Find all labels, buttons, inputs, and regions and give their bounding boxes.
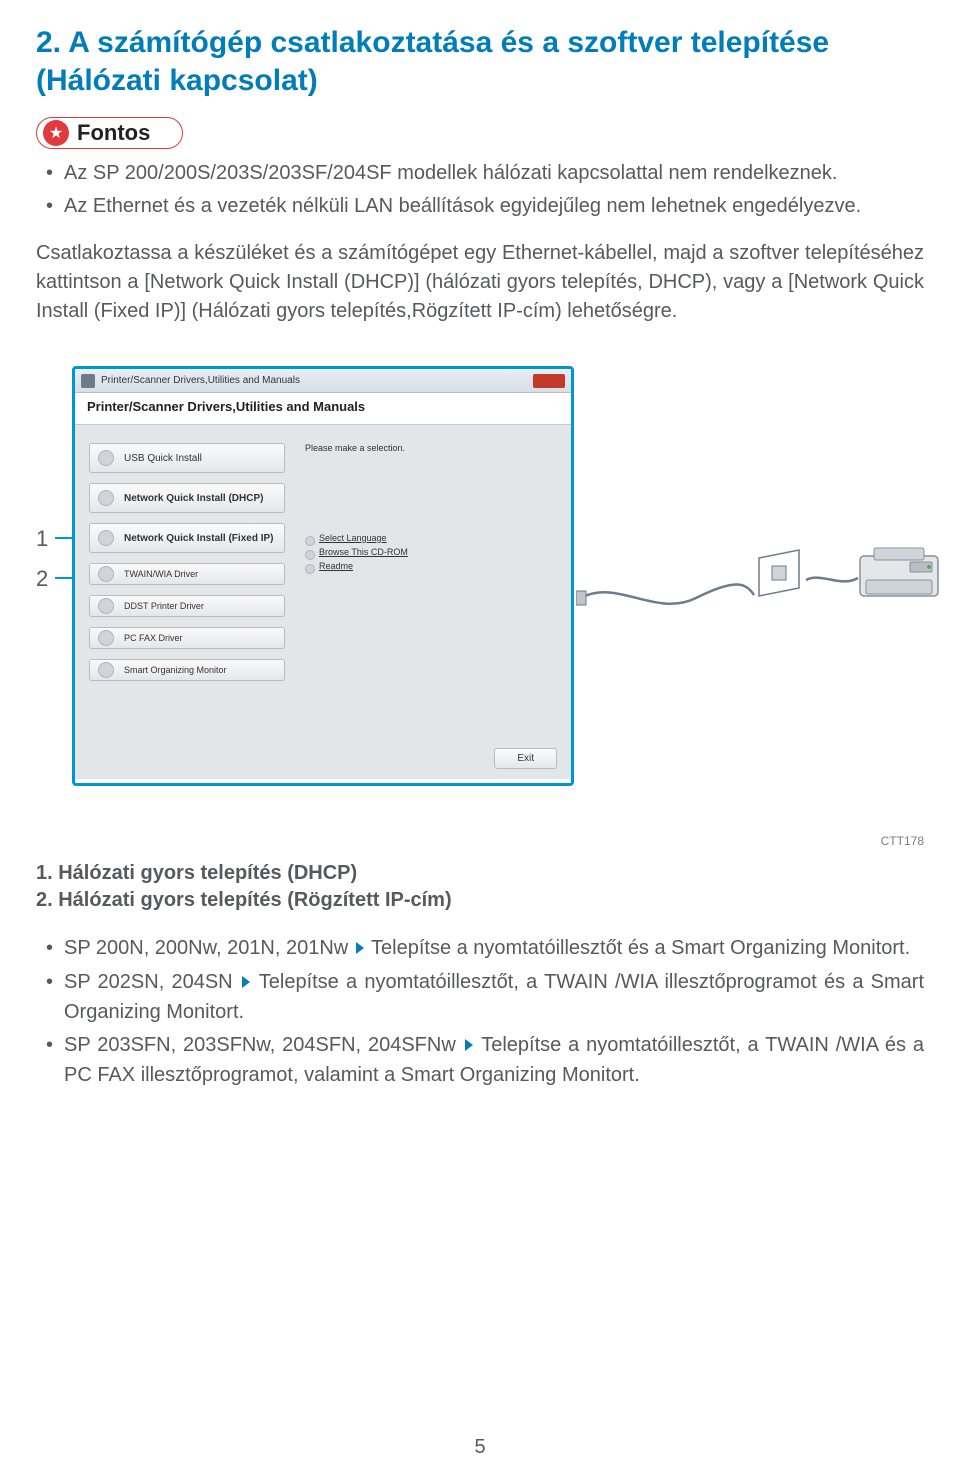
readme-link[interactable]: Readme xyxy=(305,561,557,571)
caption-list: 1. Hálózati gyors telepítés (DHCP) 2. Há… xyxy=(36,862,924,912)
button-label: DDST Printer Driver xyxy=(124,601,204,611)
window-subtitle: Printer/Scanner Drivers,Utilities and Ma… xyxy=(75,393,571,425)
page-number: 5 xyxy=(0,1436,960,1459)
disc-icon xyxy=(98,662,114,678)
ddst-driver-button[interactable]: DDST Printer Driver xyxy=(89,595,285,617)
installer-window: Printer/Scanner Drivers,Utilities and Ma… xyxy=(72,366,574,786)
caption-2: 2. Hálózati gyors telepítés (Rögzített I… xyxy=(36,889,924,912)
disc-icon xyxy=(98,450,114,466)
window-title-text: Printer/Scanner Drivers,Utilities and Ma… xyxy=(101,375,300,386)
instruction-text: Please make a selection. xyxy=(305,443,557,453)
disc-icon xyxy=(98,630,114,646)
disc-icon xyxy=(98,566,114,582)
ethernet-cable-2-icon xyxy=(804,570,860,590)
bullet-models: SP 202SN, 204SN xyxy=(64,971,233,993)
select-language-link[interactable]: Select Language xyxy=(305,533,557,543)
callout-number-2: 2 xyxy=(36,566,48,592)
installer-right-column: Please make a selection. Select Language… xyxy=(295,425,571,779)
arrow-right-icon xyxy=(354,935,366,964)
caption-1: 1. Hálózati gyors telepítés (DHCP) xyxy=(36,862,924,885)
arrow-right-icon xyxy=(463,1032,475,1061)
window-titlebar: Printer/Scanner Drivers,Utilities and Ma… xyxy=(75,369,571,393)
bullet-instruction: Telepítse a nyomtatóillesztőt és a Smart… xyxy=(371,937,910,959)
ethernet-cable-icon xyxy=(576,573,756,623)
bullet-item: SP 203SFN, 203SFNw, 204SFN, 204SFNw Tele… xyxy=(64,1031,924,1090)
bullet-models: SP 200N, 200Nw, 201N, 201Nw xyxy=(64,937,348,959)
arrow-right-icon xyxy=(240,969,252,998)
star-icon: ★ xyxy=(43,120,69,146)
browse-cdrom-link[interactable]: Browse This CD-ROM xyxy=(305,547,557,557)
button-label: PC FAX Driver xyxy=(124,633,183,643)
window-icon xyxy=(81,374,95,388)
installer-body: USB Quick Install Network Quick Install … xyxy=(75,425,571,779)
disc-icon xyxy=(98,530,114,546)
diagram: 1 2 Printer/Scanner Drivers,Utilities an… xyxy=(36,348,924,828)
callout-number-1: 1 xyxy=(36,526,48,552)
bullet-item: Az SP 200/200S/203S/203SF/204SF modellek… xyxy=(64,159,924,188)
important-bullets: Az SP 200/200S/203S/203SF/204SF modellek… xyxy=(36,159,924,221)
bullet-item: SP 200N, 200Nw, 201N, 201Nw Telepítse a … xyxy=(64,934,924,964)
button-label: TWAIN/WIA Driver xyxy=(124,569,198,579)
disc-icon xyxy=(98,490,114,506)
smart-organizing-monitor-button[interactable]: Smart Organizing Monitor xyxy=(89,659,285,681)
model-bullets: SP 200N, 200Nw, 201N, 201Nw Telepítse a … xyxy=(36,934,924,1090)
printer-icon xyxy=(856,544,942,604)
figure-id: CTT178 xyxy=(36,834,924,848)
button-label: Network Quick Install (DHCP) xyxy=(124,493,263,504)
network-fixed-ip-button[interactable]: Network Quick Install (Fixed IP) xyxy=(89,523,285,553)
button-label: USB Quick Install xyxy=(124,453,202,464)
section-title: 2. A számítógép csatlakoztatása és a szo… xyxy=(36,24,924,99)
installer-left-column: USB Quick Install Network Quick Install … xyxy=(75,425,295,779)
important-label: Fontos xyxy=(77,120,150,146)
disc-icon xyxy=(98,598,114,614)
bullet-item: SP 202SN, 204SN Telepítse a nyomtatóille… xyxy=(64,968,924,1027)
button-label: Smart Organizing Monitor xyxy=(124,665,227,675)
bullet-item: Az Ethernet és a vezeték nélküli LAN beá… xyxy=(64,192,924,221)
button-label: Network Quick Install (Fixed IP) xyxy=(124,533,273,544)
close-icon[interactable] xyxy=(533,374,565,388)
usb-quick-install-button[interactable]: USB Quick Install xyxy=(89,443,285,473)
pcfax-driver-button[interactable]: PC FAX Driver xyxy=(89,627,285,649)
wall-jack-icon xyxy=(754,548,804,598)
important-badge: ★ Fontos xyxy=(36,117,183,149)
network-dhcp-button[interactable]: Network Quick Install (DHCP) xyxy=(89,483,285,513)
exit-button[interactable]: Exit xyxy=(494,748,557,769)
twain-driver-button[interactable]: TWAIN/WIA Driver xyxy=(89,563,285,585)
bullet-models: SP 203SFN, 203SFNw, 204SFN, 204SFNw xyxy=(64,1034,456,1056)
body-paragraph: Csatlakoztassa a készüléket és a számító… xyxy=(36,239,924,326)
